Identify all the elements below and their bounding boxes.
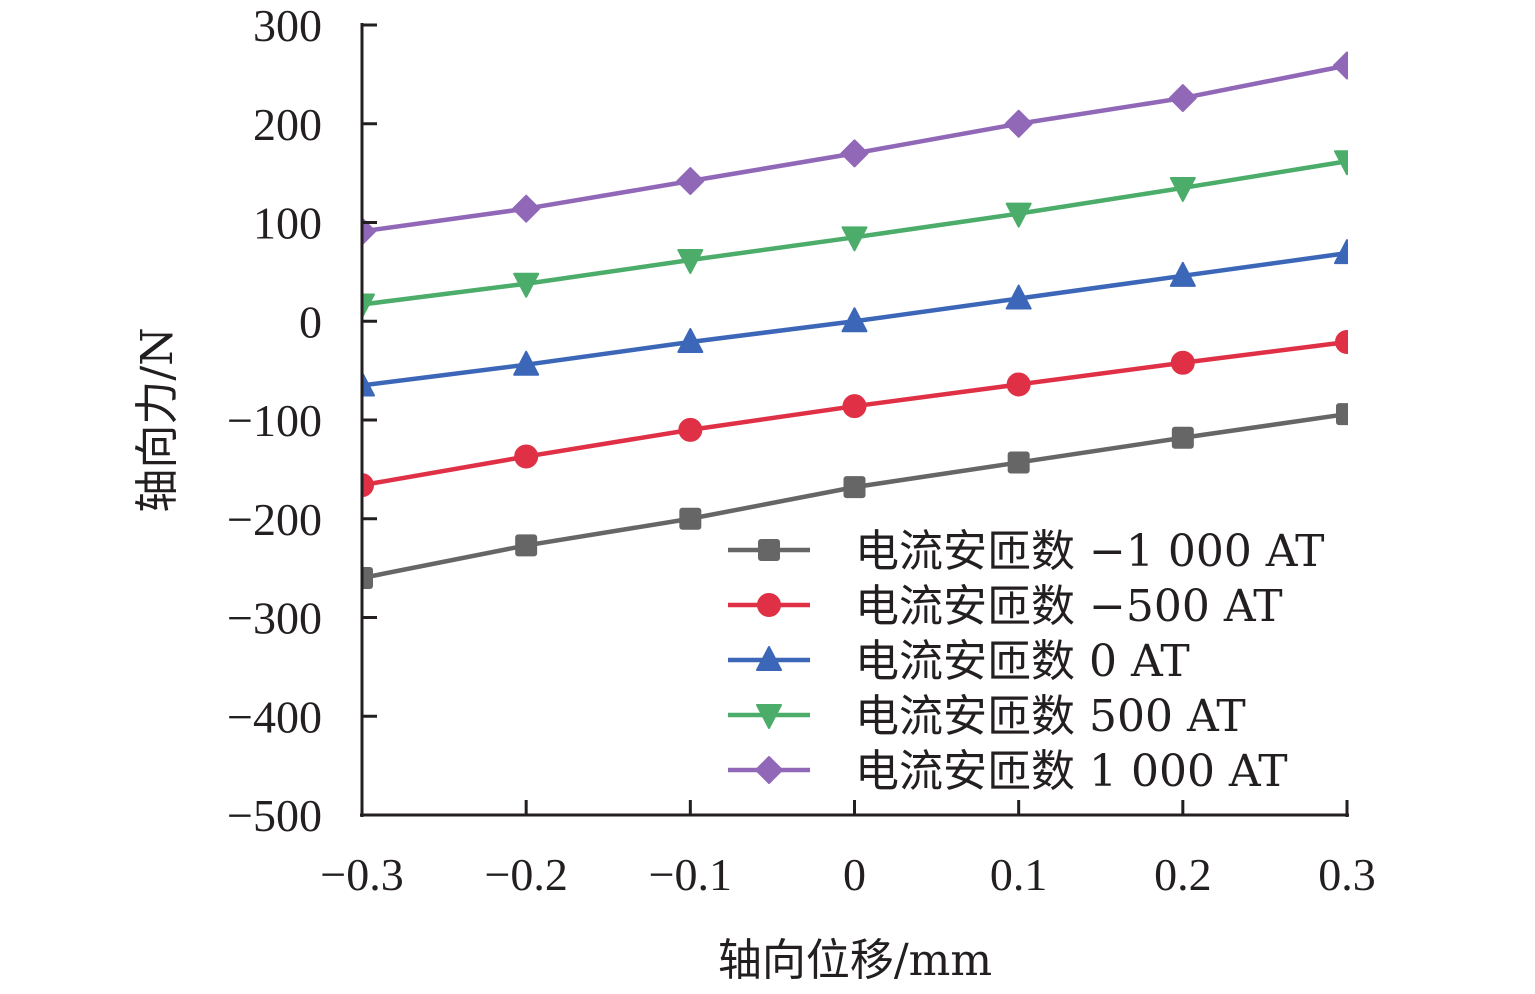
legend-marker bbox=[756, 646, 782, 671]
data-point bbox=[513, 350, 540, 376]
y-tick-label: 0 bbox=[299, 296, 322, 347]
data-point bbox=[1005, 202, 1032, 228]
data-point bbox=[1335, 329, 1348, 354]
legend-label: 电流安匝数 1 000 AT bbox=[855, 746, 1288, 797]
data-point bbox=[1006, 372, 1031, 397]
x-tick-label: −0.3 bbox=[320, 849, 403, 900]
data-point bbox=[842, 394, 867, 419]
legend-item: 电流安匝数 1 000 AT bbox=[728, 746, 1288, 797]
legend-label: 电流安匝数 0 AT bbox=[855, 636, 1190, 687]
legend-marker bbox=[756, 704, 782, 729]
data-point bbox=[1007, 451, 1030, 474]
data-point bbox=[840, 139, 869, 168]
data-point bbox=[513, 272, 540, 298]
data-point bbox=[1336, 403, 1348, 426]
legend-label: 电流安匝数 500 AT bbox=[855, 691, 1246, 742]
series-1 bbox=[362, 329, 1348, 498]
x-axis-title: 轴向位移/mm bbox=[718, 935, 992, 986]
series-3 bbox=[362, 150, 1348, 319]
data-point bbox=[1169, 261, 1196, 287]
y-tick-label: 300 bbox=[253, 0, 322, 51]
legend-item: 电流安匝数 −1 000 AT bbox=[728, 526, 1325, 577]
series-4 bbox=[362, 51, 1348, 246]
data-point bbox=[1333, 51, 1348, 80]
y-tick-label: −100 bbox=[227, 395, 322, 446]
data-point bbox=[1334, 150, 1348, 176]
data-point bbox=[1004, 109, 1033, 138]
x-tick-label: −0.2 bbox=[484, 849, 567, 900]
x-tick-label: 0.2 bbox=[1154, 849, 1212, 900]
data-point bbox=[677, 249, 704, 275]
data-point bbox=[677, 327, 704, 353]
data-point bbox=[843, 476, 866, 499]
y-tick-label: −400 bbox=[227, 691, 322, 742]
y-tick-label: 100 bbox=[253, 198, 322, 249]
data-point bbox=[679, 507, 702, 530]
y-axis-title: 轴向力/N bbox=[132, 327, 183, 512]
x-tick-label: 0 bbox=[843, 849, 866, 900]
data-point bbox=[1005, 284, 1032, 310]
data-point bbox=[1171, 426, 1194, 449]
data-point bbox=[841, 226, 868, 252]
legend-item: 电流安匝数 0 AT bbox=[728, 636, 1190, 687]
legend-marker bbox=[755, 756, 783, 784]
data-point bbox=[678, 417, 703, 442]
x-tick-label: 0.1 bbox=[990, 849, 1048, 900]
data-point bbox=[362, 371, 375, 397]
series-layer bbox=[362, 51, 1348, 589]
data-point bbox=[1169, 176, 1196, 202]
y-tick-label: −300 bbox=[227, 593, 322, 644]
data-point bbox=[362, 473, 374, 498]
data-point bbox=[1168, 84, 1197, 113]
data-point bbox=[512, 194, 541, 223]
x-tick-label: −0.1 bbox=[649, 849, 732, 900]
series-0 bbox=[362, 403, 1348, 589]
data-point bbox=[515, 534, 538, 557]
data-point bbox=[1334, 239, 1348, 265]
data-point bbox=[362, 567, 373, 589]
legend-label: 电流安匝数 −500 AT bbox=[855, 581, 1283, 632]
data-point bbox=[1170, 350, 1195, 375]
data-point bbox=[362, 217, 376, 246]
x-tick-label: 0.3 bbox=[1318, 849, 1376, 900]
legend-label: 电流安匝数 −1 000 AT bbox=[855, 526, 1325, 577]
series-2 bbox=[362, 239, 1348, 397]
y-tick-label: −500 bbox=[227, 790, 322, 841]
data-point bbox=[514, 444, 539, 469]
data-point bbox=[841, 307, 868, 333]
data-point bbox=[362, 293, 375, 319]
y-tick-label: −200 bbox=[227, 494, 322, 545]
ticks: 300 200 100 0 −100 −200 −300 −400 −500 −0.3 −0.2 −0… bbox=[227, 0, 1376, 900]
data-point bbox=[676, 167, 705, 196]
y-tick-label: 200 bbox=[253, 99, 322, 150]
legend-item: 电流安匝数 −500 AT bbox=[728, 581, 1283, 632]
legend-item: 电流安匝数 500 AT bbox=[728, 691, 1246, 742]
legend-marker bbox=[758, 539, 780, 561]
legend-marker bbox=[757, 593, 781, 617]
